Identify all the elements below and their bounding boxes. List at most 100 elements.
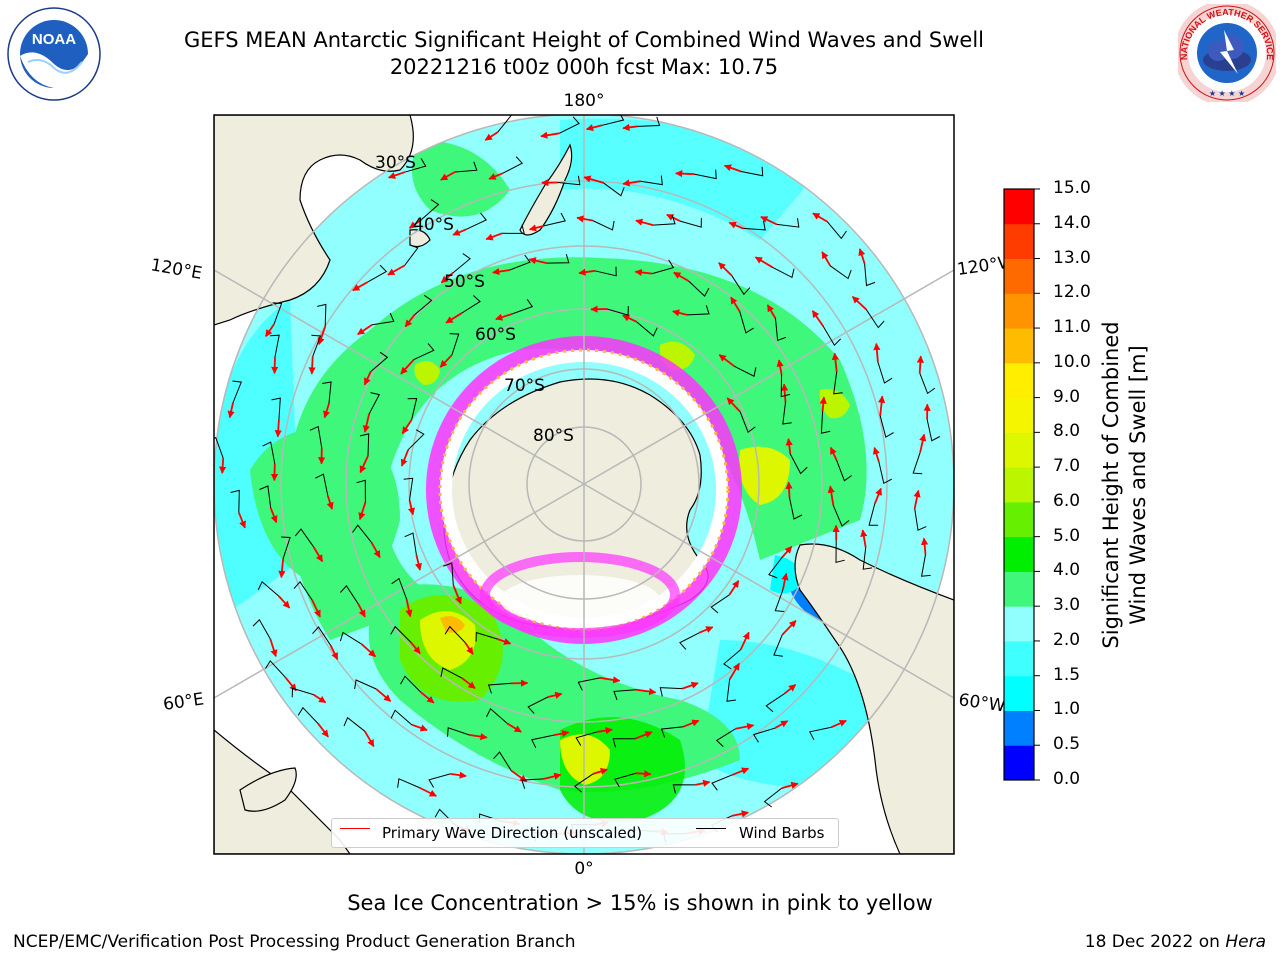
wind-barb (502, 224, 525, 234)
colorbar-tick-label: 0.5 (1053, 734, 1081, 755)
wave-arrow (784, 684, 797, 695)
colorbar-tick-label: 1.5 (1053, 664, 1081, 685)
wind-barb (694, 169, 717, 180)
wind-barb (311, 334, 322, 357)
colorbar-tick-label: 9.0 (1053, 386, 1081, 407)
colorbar-frame (1003, 188, 1035, 781)
wind-barbs (214, 115, 941, 843)
wave-arrow (675, 170, 695, 178)
wind-barb (772, 266, 795, 279)
lat-label-60s: 60°S (475, 325, 516, 345)
wave-height-field (214, 118, 880, 822)
wind-barb (294, 528, 315, 548)
wave-arrow (495, 313, 512, 321)
wind-barb (403, 477, 414, 501)
wave-arrow (311, 599, 321, 618)
wind-barb (272, 302, 283, 325)
wind-barb (270, 334, 280, 357)
colorbar-band (1004, 640, 1034, 677)
colorbar-tick-label: 11.0 (1053, 317, 1091, 338)
wind-barb (407, 397, 418, 421)
wind-barb (763, 787, 783, 808)
wind-barb (679, 218, 702, 228)
colorbar-tick-label: 3.0 (1053, 595, 1081, 616)
colorbar-label-line1: Significant Height of Combined (1099, 321, 1123, 649)
wind-barb (726, 679, 736, 702)
wind-barb (366, 264, 388, 283)
wave-arrow (695, 779, 711, 787)
wave-arrow (723, 164, 742, 173)
wind-barb (511, 299, 534, 315)
wave-arrow (411, 723, 428, 732)
wave-arrow (872, 446, 880, 463)
wave-arrow (357, 323, 373, 336)
wave-arrow (622, 314, 637, 323)
colorbar-label-line2: Wind Waves and Swell [m] (1126, 345, 1150, 625)
wave-arrow (812, 212, 828, 223)
colorbar-band (1004, 293, 1034, 329)
wave-arrow (364, 730, 375, 748)
wave-arrow (452, 228, 467, 236)
wave-direction-arrows (219, 123, 931, 837)
wave-arrow (313, 693, 327, 704)
wave-arrow (419, 691, 435, 704)
wave-arrow (529, 224, 545, 232)
wind-barb (789, 453, 808, 475)
wind-barb (262, 441, 276, 464)
wind-barb (601, 115, 625, 126)
wave-arrow (452, 584, 462, 605)
wind-barb (414, 294, 433, 315)
colorbar-band (1004, 432, 1034, 468)
wave-arrow (317, 723, 329, 738)
wave-arrow (363, 371, 372, 386)
wave-arrow (599, 676, 621, 684)
wave-arrow (635, 770, 652, 778)
wave-arrow (592, 767, 608, 775)
wind-barb (502, 156, 524, 174)
wind-barb (773, 634, 783, 657)
wind-barb (879, 415, 894, 438)
wave-arrow (543, 772, 562, 780)
australia-land (214, 115, 414, 326)
wind-barb (636, 321, 658, 337)
wave-arrow (731, 810, 749, 818)
wind-barb (835, 540, 845, 564)
footer-date: 18 Dec 2022 on Hera (1085, 932, 1266, 952)
wave-arrow (497, 638, 512, 645)
wind-barb (343, 716, 366, 732)
wave-arrow (274, 420, 282, 438)
wave-arrow (278, 558, 286, 579)
wave-arrow (860, 529, 868, 548)
wave-arrow (735, 722, 755, 731)
wave-arrow (726, 397, 741, 413)
wind-barb (440, 667, 463, 679)
wind-barb (577, 677, 600, 691)
wind-barb (390, 709, 413, 726)
wave-arrow (271, 356, 279, 375)
wave-arrow (635, 218, 654, 226)
colorbar-band (1004, 571, 1034, 607)
colorbar-band (1004, 710, 1034, 746)
wave-arrow (506, 722, 522, 733)
wave-arrow (781, 572, 789, 591)
chart-subtitle: 20221216 t00z 000h fcst Max: 10.75 (389, 55, 779, 79)
wind-barb (407, 429, 425, 451)
wind-barb (711, 774, 733, 791)
wind-barb (340, 584, 359, 605)
wave-arrow (418, 786, 437, 797)
wind-barb (293, 580, 313, 601)
wind-barb (297, 706, 319, 724)
nws-logo: NATIONAL WEATHER SERVICE ★ ★ ★ ★ (1174, 0, 1280, 106)
colorbar-tick-label: 10.0 (1053, 351, 1091, 372)
wave-arrow (362, 413, 370, 433)
wind-barb (370, 351, 389, 372)
wave-arrow (547, 691, 563, 699)
wind-barb (291, 687, 314, 698)
wind-barb (527, 696, 549, 714)
wind-barb (454, 161, 478, 173)
wave-arrow (312, 546, 324, 563)
lat-label-40s: 40°S (413, 215, 454, 235)
wave-arrow (407, 499, 415, 516)
wind-barb (257, 580, 280, 597)
wind-barb (826, 221, 847, 240)
